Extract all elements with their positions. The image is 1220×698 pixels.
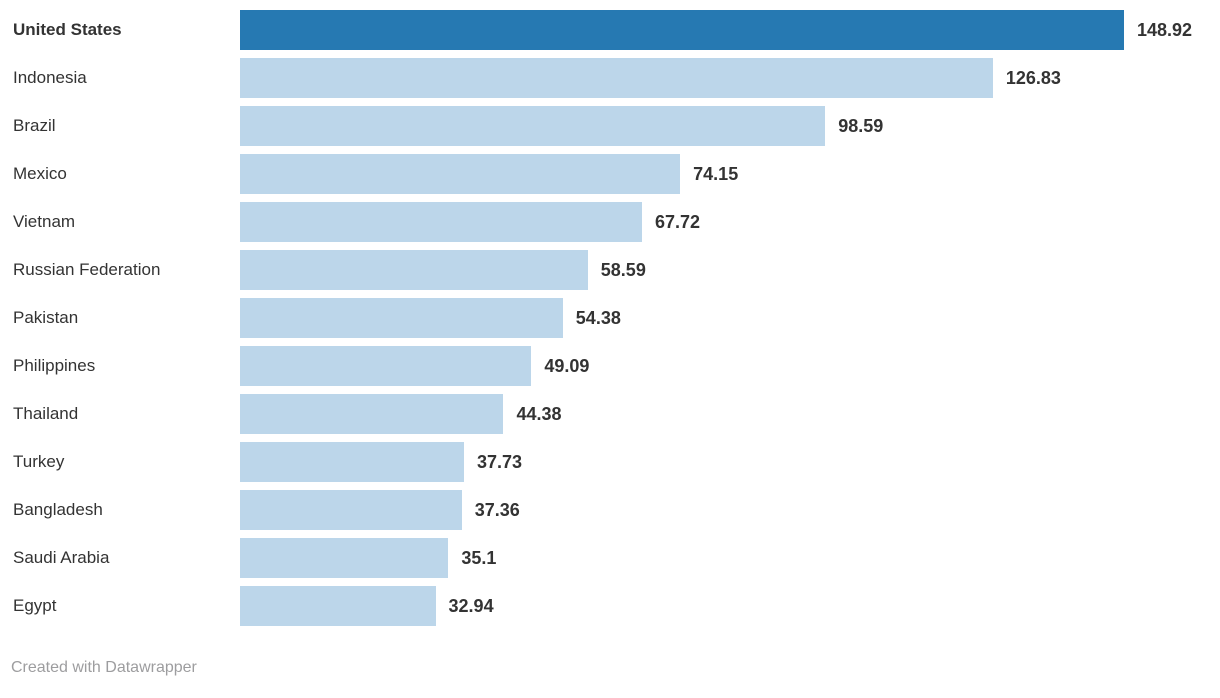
- value-label: 44.38: [516, 403, 562, 424]
- bar: [240, 490, 462, 530]
- value-label: 58.59: [600, 259, 646, 280]
- value-label: 74.15: [693, 163, 739, 184]
- chart-row: Pakistan 54.38: [0, 294, 1220, 342]
- bar: [240, 58, 993, 98]
- chart-row: Vietnam 67.72: [0, 198, 1220, 246]
- category-label: United States: [13, 20, 122, 39]
- bar: [240, 202, 642, 242]
- value-label: 54.38: [575, 307, 621, 328]
- bar-track: 49.09: [240, 346, 1220, 386]
- category-label: Saudi Arabia: [13, 548, 110, 567]
- chart-row: Brazil 98.59: [0, 102, 1220, 150]
- bar-track: 32.94: [240, 586, 1220, 626]
- chart-row: Egypt 32.94: [0, 582, 1220, 630]
- value-label: 35.1: [461, 547, 497, 568]
- datawrapper-credit-link[interactable]: Created with Datawrapper: [11, 659, 197, 676]
- bar-track: 44.38: [240, 394, 1220, 434]
- category-label: Indonesia: [13, 68, 87, 87]
- category-label: Philippines: [13, 356, 96, 375]
- bar-track: 98.59: [240, 106, 1220, 146]
- bar-track: 67.72: [240, 202, 1220, 242]
- bar: [240, 394, 504, 434]
- category-label: Mexico: [13, 164, 67, 183]
- value-label: 126.83: [1005, 67, 1061, 88]
- bar: [240, 154, 681, 194]
- bar: [240, 346, 532, 386]
- value-label: 37.73: [476, 451, 522, 472]
- chart-row: Turkey 37.73: [0, 438, 1220, 486]
- category-label: Thailand: [13, 404, 79, 423]
- value-label: 32.94: [448, 595, 494, 616]
- bar-track: 126.83: [240, 58, 1220, 98]
- category-label: Pakistan: [13, 308, 79, 327]
- bar-track: 37.73: [240, 442, 1220, 482]
- category-label: Brazil: [13, 116, 56, 135]
- category-label: Russian Federation: [13, 260, 161, 279]
- bar-track: 148.92: [240, 10, 1220, 50]
- bar: [240, 250, 588, 290]
- chart-row: Russian Federation 58.59: [0, 246, 1220, 294]
- value-label: 49.09: [544, 355, 590, 376]
- value-label: 67.72: [654, 211, 701, 232]
- bar-track: 35.1: [240, 538, 1220, 578]
- value-label: 37.36: [474, 499, 520, 520]
- chart-row: Thailand 44.38: [0, 390, 1220, 438]
- category-label: Bangladesh: [13, 500, 103, 519]
- bar-track: 58.59: [240, 250, 1220, 290]
- bar-track: 37.36: [240, 490, 1220, 530]
- chart-row: Philippines 49.09: [0, 342, 1220, 390]
- chart-row: Bangladesh 37.36: [0, 486, 1220, 534]
- chart-row: Mexico 74.15: [0, 150, 1220, 198]
- category-label: Egypt: [13, 596, 57, 615]
- chart-row: Saudi Arabia 35.1: [0, 534, 1220, 582]
- bar-chart: United States 148.92 Indonesia 126.83 Br…: [0, 6, 1220, 630]
- chart-row: United States 148.92: [0, 6, 1220, 54]
- value-label: 148.92: [1137, 19, 1193, 40]
- bar: [240, 298, 563, 338]
- bar: [240, 442, 464, 482]
- chart-row: Indonesia 126.83: [0, 54, 1220, 102]
- bar: [240, 586, 436, 626]
- category-label: Vietnam: [13, 212, 76, 231]
- chart-footer: Created with Datawrapper: [0, 659, 1220, 677]
- value-label: 98.59: [838, 115, 884, 136]
- bar: [240, 538, 449, 578]
- bar: [240, 10, 1124, 50]
- bar-track: 54.38: [240, 298, 1220, 338]
- category-label: Turkey: [13, 452, 65, 471]
- bar-track: 74.15: [240, 154, 1220, 194]
- bar: [240, 106, 826, 146]
